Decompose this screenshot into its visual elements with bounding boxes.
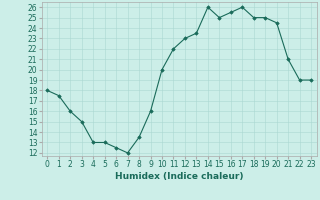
X-axis label: Humidex (Indice chaleur): Humidex (Indice chaleur) [115, 172, 244, 181]
